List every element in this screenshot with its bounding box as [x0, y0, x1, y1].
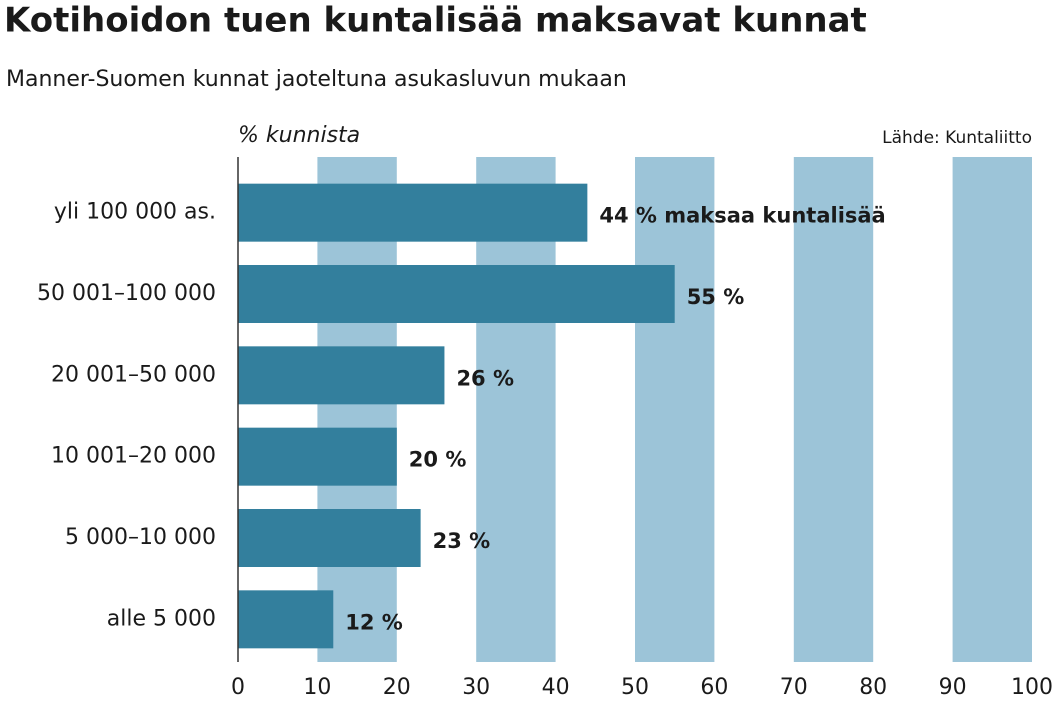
- value-label: 23 %: [433, 529, 491, 553]
- x-tick-label: 50: [621, 675, 649, 700]
- x-tick-label: 70: [780, 675, 808, 700]
- x-tick-label: 20: [383, 675, 411, 700]
- value-label: 26 %: [456, 366, 514, 390]
- grid-band: [635, 157, 715, 662]
- bar: [238, 427, 397, 486]
- bar: [238, 590, 334, 649]
- bar: [238, 346, 445, 405]
- value-label: 55 %: [687, 285, 745, 309]
- x-tick-label: 40: [542, 675, 570, 700]
- bar: [238, 183, 588, 242]
- y-tick-label: alle 5 000: [107, 606, 216, 631]
- x-tick-label: 100: [1011, 675, 1053, 700]
- grid-band: [952, 157, 1032, 662]
- axis-label: % kunnista: [238, 123, 360, 148]
- grid-band: [793, 157, 874, 662]
- value-label: 12 %: [345, 610, 403, 634]
- x-tick-label: 80: [859, 675, 887, 700]
- chart-subtitle: Manner-Suomen kunnat jaoteltuna asukaslu…: [6, 67, 627, 92]
- x-tick-label: 0: [231, 675, 245, 700]
- chart-title: Kotihoidon tuen kuntalisää maksavat kunn…: [4, 1, 867, 41]
- x-tick-label: 30: [462, 675, 490, 700]
- y-tick-label: 50 001–100 000: [37, 281, 216, 306]
- y-tick-label: 5 000–10 000: [65, 525, 216, 550]
- x-tick-label: 90: [939, 675, 967, 700]
- value-label: 20 %: [409, 448, 467, 472]
- x-tick-label: 10: [303, 675, 331, 700]
- y-tick-label: 20 001–50 000: [51, 362, 216, 387]
- y-tick-label: yli 100 000 as.: [54, 200, 216, 225]
- x-tick-label: 60: [700, 675, 728, 700]
- y-tick-label: 10 001–20 000: [51, 444, 216, 469]
- bar: [238, 265, 675, 323]
- source: Lähde: Kuntaliitto: [882, 128, 1032, 148]
- value-label: 44 % maksaa kuntalisää: [599, 204, 885, 228]
- bar: [238, 509, 421, 567]
